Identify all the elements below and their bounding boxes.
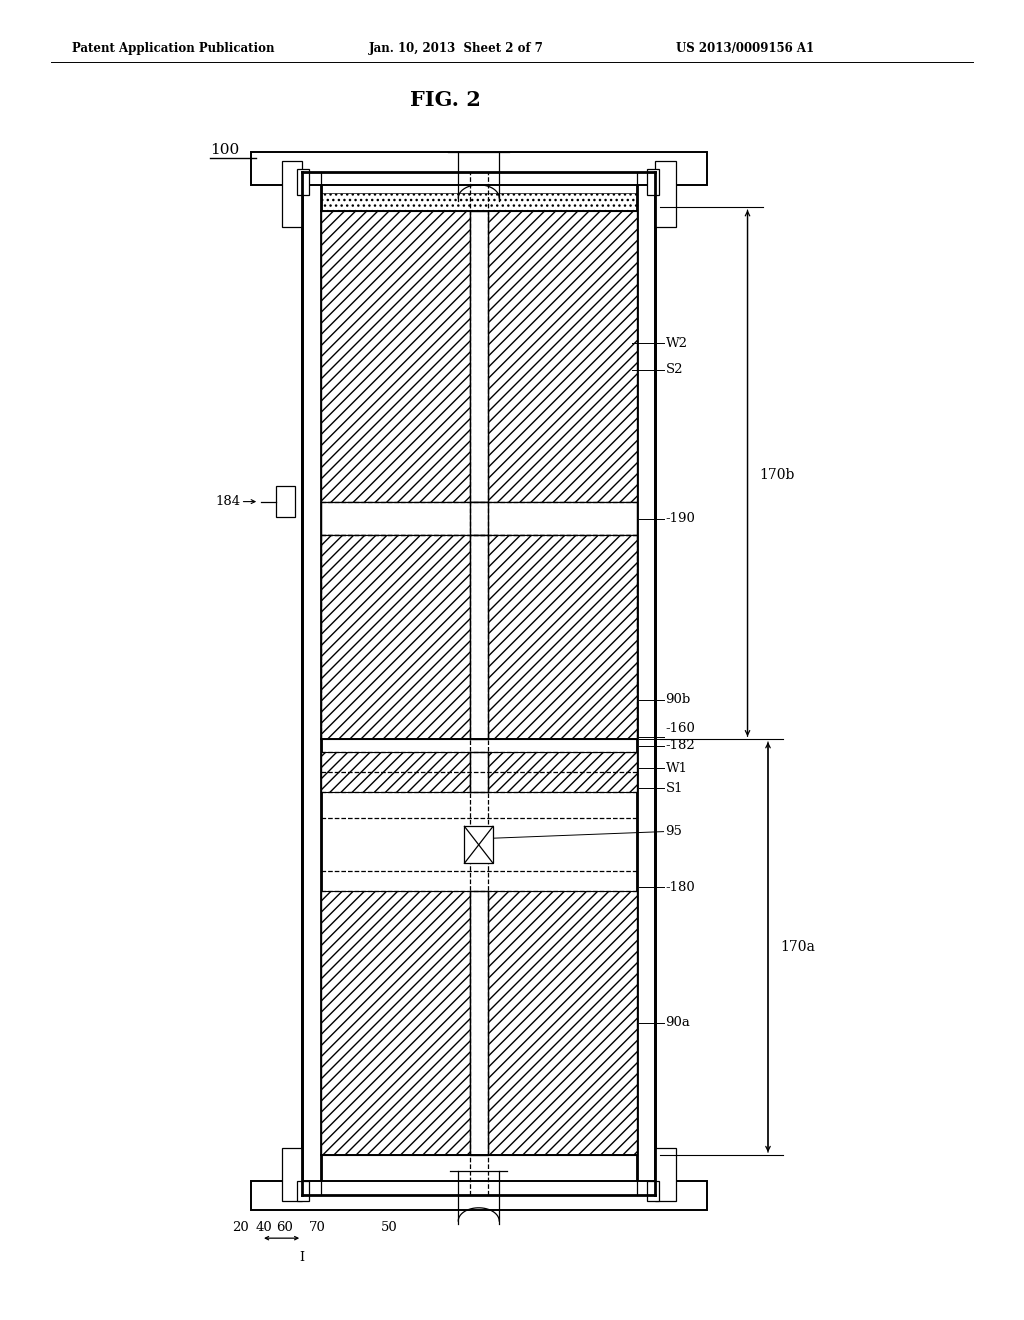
Bar <box>488 752 637 792</box>
Text: -182: -182 <box>666 739 695 752</box>
Text: 170a: 170a <box>780 940 815 954</box>
Bar <box>637 172 655 1195</box>
Text: 50: 50 <box>381 1221 397 1234</box>
Bar <box>321 535 469 739</box>
Bar <box>321 891 469 1155</box>
Bar <box>469 891 488 1155</box>
Bar <box>282 161 302 227</box>
Text: -180: -180 <box>666 880 695 894</box>
Bar <box>321 211 469 502</box>
Text: US 2013/0009156 A1: US 2013/0009156 A1 <box>676 42 814 55</box>
Text: -160: -160 <box>666 722 695 735</box>
Bar <box>469 502 488 535</box>
Bar <box>655 1148 676 1201</box>
Bar <box>465 826 494 863</box>
Text: S2: S2 <box>666 363 683 376</box>
Text: -190: -190 <box>666 512 695 525</box>
Bar <box>251 152 707 185</box>
Bar <box>488 891 637 1155</box>
Text: Jan. 10, 2013  Sheet 2 of 7: Jan. 10, 2013 Sheet 2 of 7 <box>369 42 544 55</box>
Bar <box>488 535 637 739</box>
Bar <box>469 752 488 792</box>
Bar <box>637 172 655 1195</box>
Text: 40: 40 <box>256 1221 272 1234</box>
Text: 184: 184 <box>215 495 241 508</box>
Bar <box>276 486 295 517</box>
Bar <box>655 161 676 227</box>
Text: 60: 60 <box>276 1221 293 1234</box>
Bar <box>321 752 469 792</box>
Text: 170b: 170b <box>760 469 796 482</box>
Bar <box>488 211 637 502</box>
Bar <box>321 193 637 211</box>
Text: 95: 95 <box>666 825 682 838</box>
Bar <box>469 211 488 502</box>
Bar <box>647 1181 659 1201</box>
Bar <box>297 169 309 195</box>
Text: S1: S1 <box>666 781 683 795</box>
Bar <box>302 172 321 1195</box>
Bar <box>282 1148 302 1201</box>
Bar <box>251 1181 707 1210</box>
Text: FIG. 2: FIG. 2 <box>410 90 481 110</box>
Text: 70: 70 <box>309 1221 326 1234</box>
Text: 100: 100 <box>210 143 240 157</box>
Text: 90a: 90a <box>666 1016 690 1030</box>
Text: W1: W1 <box>666 762 687 775</box>
Bar <box>297 1181 309 1201</box>
Bar <box>647 169 659 195</box>
Text: W2: W2 <box>666 337 687 350</box>
Bar <box>469 535 488 739</box>
Text: Patent Application Publication: Patent Application Publication <box>72 42 274 55</box>
Text: 90b: 90b <box>666 693 691 706</box>
Bar <box>302 172 321 1195</box>
Text: 20: 20 <box>232 1221 249 1234</box>
Text: I: I <box>300 1251 304 1265</box>
Bar <box>321 502 637 535</box>
